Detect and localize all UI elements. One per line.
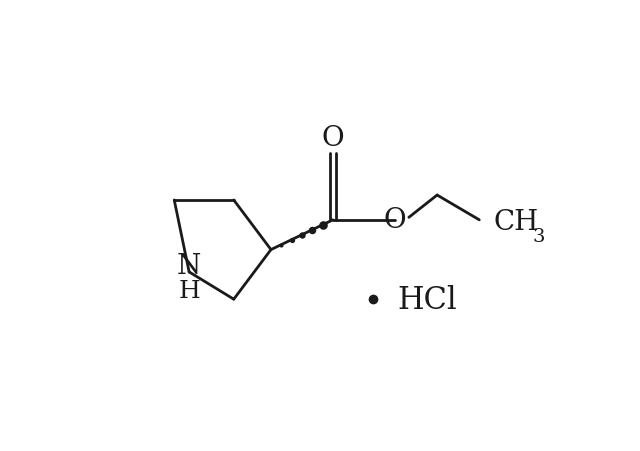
Text: H: H — [179, 280, 200, 303]
Text: CH: CH — [494, 208, 539, 235]
Text: N: N — [177, 253, 202, 280]
Text: 3: 3 — [532, 228, 545, 246]
Text: O: O — [383, 207, 406, 234]
Text: O: O — [322, 125, 344, 152]
Text: HCl: HCl — [397, 284, 457, 315]
